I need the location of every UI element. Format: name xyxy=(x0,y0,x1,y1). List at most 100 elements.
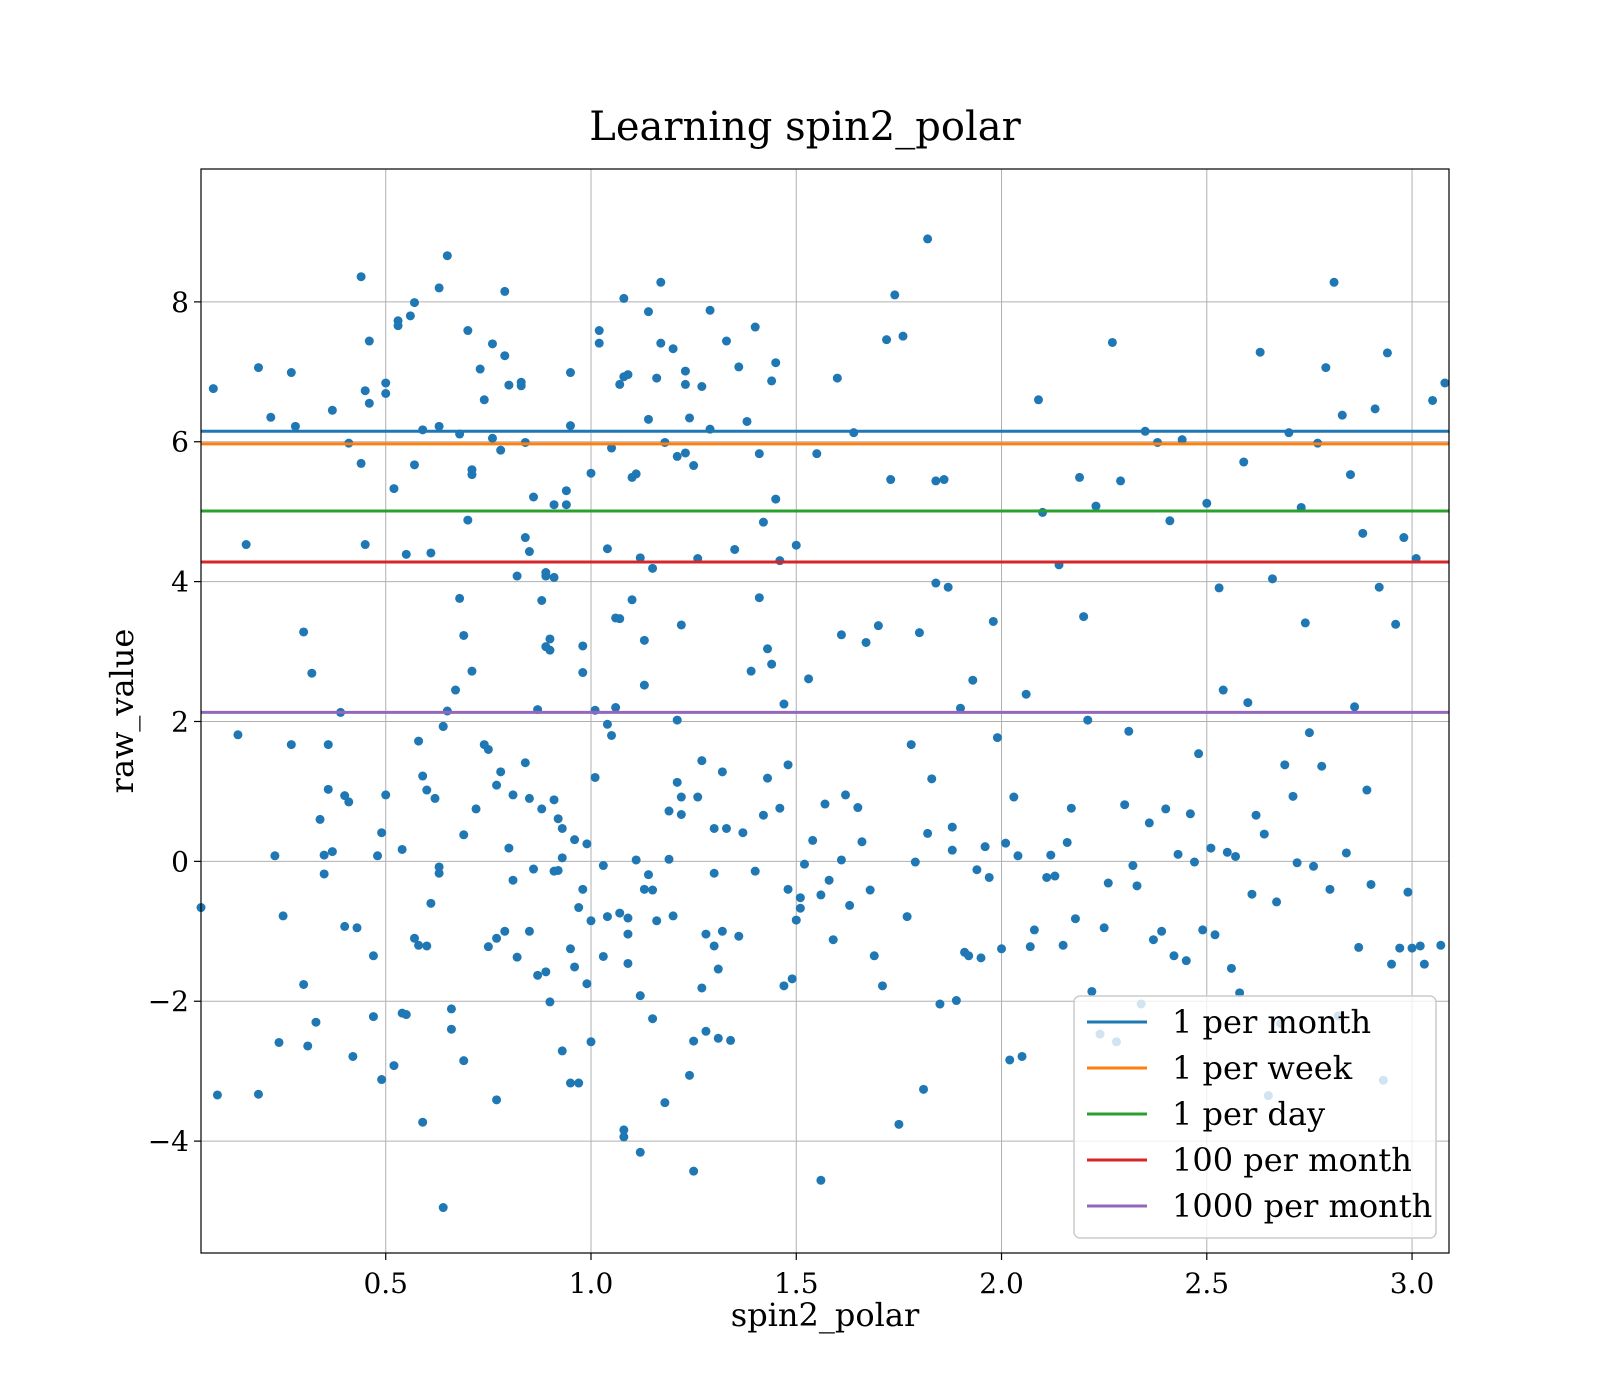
scatter-point xyxy=(451,685,461,695)
scatter-point xyxy=(910,857,920,867)
scatter-point xyxy=(709,941,719,951)
scatter-point xyxy=(619,1125,629,1135)
scatter-point xyxy=(939,475,949,485)
legend-label: 1 per day xyxy=(1172,1095,1325,1133)
scatter-point xyxy=(459,1056,469,1066)
scatter-point xyxy=(1415,941,1425,951)
scatter-point xyxy=(1403,887,1413,897)
chart-title: Learning spin2_polar xyxy=(589,104,1021,150)
scatter-point xyxy=(1272,897,1282,907)
scatter-point xyxy=(783,760,793,770)
scatter-point xyxy=(1042,872,1052,882)
y-tick-label: 8 xyxy=(171,286,189,319)
scatter-point xyxy=(635,1147,645,1157)
scatter-point xyxy=(602,544,612,554)
scatter-point xyxy=(463,515,473,525)
y-tick-label: −4 xyxy=(148,1125,189,1158)
scatter-point xyxy=(767,376,777,386)
scatter-point xyxy=(771,358,781,368)
scatter-point xyxy=(533,970,543,980)
scatter-point xyxy=(360,386,370,396)
scatter-point xyxy=(758,517,768,527)
scatter-point xyxy=(783,884,793,894)
scatter-point xyxy=(574,1078,584,1088)
scatter-point xyxy=(409,460,419,470)
scatter-point xyxy=(356,272,366,282)
scatter-point xyxy=(820,799,830,809)
scatter-point xyxy=(836,630,846,640)
scatter-point xyxy=(676,810,686,820)
scatter-point xyxy=(919,1084,929,1094)
x-tick-label: 1.5 xyxy=(774,1267,819,1300)
scatter-point xyxy=(791,915,801,925)
scatter-point xyxy=(590,772,600,782)
scatter-point xyxy=(574,903,584,913)
scatter-point xyxy=(804,674,814,684)
scatter-point xyxy=(1005,1055,1015,1065)
scatter-point xyxy=(299,979,309,989)
scatter-point xyxy=(693,792,703,802)
scatter-point xyxy=(492,1095,502,1105)
scatter-point xyxy=(639,884,649,894)
scatter-point xyxy=(1091,501,1101,511)
scatter-point xyxy=(414,940,424,950)
scatter-point xyxy=(1079,612,1089,622)
scatter-point xyxy=(976,953,986,963)
scatter-point xyxy=(931,578,941,588)
scatter-point xyxy=(643,307,653,317)
scatter-point xyxy=(845,900,855,910)
y-tick-label: 0 xyxy=(171,845,189,878)
scatter-point xyxy=(434,421,444,431)
scatter-point xyxy=(685,413,695,423)
scatter-point xyxy=(557,853,567,863)
scatter-point xyxy=(430,793,440,803)
scatter-point xyxy=(578,668,588,678)
scatter-point xyxy=(524,926,534,936)
scatter-point xyxy=(290,421,300,431)
scatter-point xyxy=(348,1051,358,1061)
scatter-point xyxy=(582,979,592,989)
scatter-point xyxy=(775,803,785,813)
scatter-point xyxy=(381,790,391,800)
scatter-point xyxy=(812,449,822,459)
scatter-point xyxy=(422,941,432,951)
scatter-point xyxy=(299,627,309,637)
scatter-point xyxy=(270,851,280,861)
scatter-point xyxy=(607,443,617,453)
scatter-point xyxy=(475,364,485,374)
scatter-point xyxy=(586,468,596,478)
scatter-point xyxy=(763,644,773,654)
scatter-point xyxy=(611,703,621,713)
scatter-point xyxy=(841,790,851,800)
scatter-point xyxy=(1103,878,1113,888)
scatter-point xyxy=(1177,435,1187,445)
scatter-point xyxy=(758,810,768,820)
scatter-point xyxy=(734,931,744,941)
scatter-point xyxy=(1354,942,1364,952)
scatter-point xyxy=(414,736,424,746)
scatter-point xyxy=(754,449,764,459)
scatter-point xyxy=(426,548,436,558)
scatter-point xyxy=(643,414,653,424)
scatter-point xyxy=(1189,857,1199,867)
scatter-point xyxy=(709,868,719,878)
scatter-point xyxy=(434,283,444,293)
scatter-point xyxy=(689,1036,699,1046)
scatter-point xyxy=(623,929,633,939)
scatter-point xyxy=(836,855,846,865)
scatter-point xyxy=(721,336,731,346)
scatter-point xyxy=(1075,472,1085,482)
y-axis-label: raw_value xyxy=(103,629,141,794)
scatter-point xyxy=(1300,618,1310,628)
scatter-point xyxy=(459,830,469,840)
scatter-point xyxy=(1358,528,1368,538)
scatter-point xyxy=(1317,761,1327,771)
scatter-point xyxy=(582,839,592,849)
scatter-point xyxy=(467,666,477,676)
scatter-point xyxy=(676,620,686,630)
scatter-point xyxy=(553,814,563,824)
scatter-point xyxy=(1235,988,1245,998)
scatter-point xyxy=(368,951,378,961)
scatter-point xyxy=(906,740,916,750)
scatter-point xyxy=(726,1035,736,1045)
